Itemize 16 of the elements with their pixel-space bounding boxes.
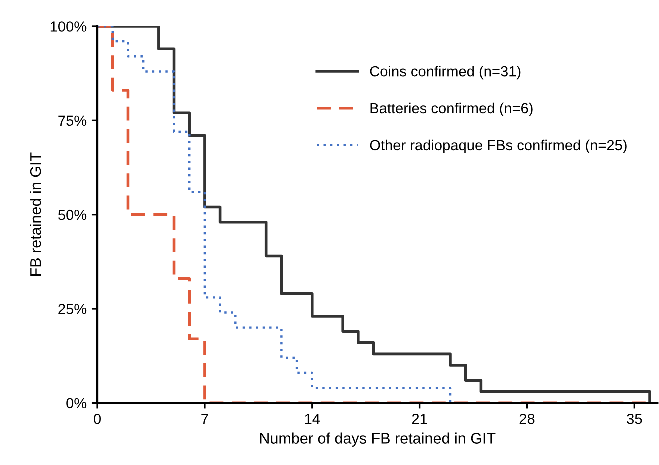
y-tick-label: 0% (66, 398, 87, 409)
y-tick-label: 75% (58, 116, 87, 126)
y-tick-label: 100% (50, 22, 87, 32)
x-tick-label: 35 (627, 414, 642, 424)
x-tick-label: 0 (94, 414, 102, 424)
x-tick-label: 28 (520, 414, 535, 424)
legend-label: Other radiopaque FBs confirmed (n=25) (370, 140, 627, 154)
x-tick-label: 21 (412, 414, 428, 424)
x-tick-label: 14 (305, 414, 320, 424)
y-axis-title: FB retained in GIT (30, 152, 42, 276)
y-tick-label: 50% (58, 210, 87, 220)
y-tick-label: 25% (58, 304, 87, 314)
legend-label: Batteries confirmed (n=6) (370, 102, 533, 117)
legend-label: Coins confirmed (n=31) (370, 66, 521, 80)
x-axis-title: Number of days FB retained in GIT (260, 432, 496, 447)
x-tick-label: 7 (202, 414, 208, 424)
